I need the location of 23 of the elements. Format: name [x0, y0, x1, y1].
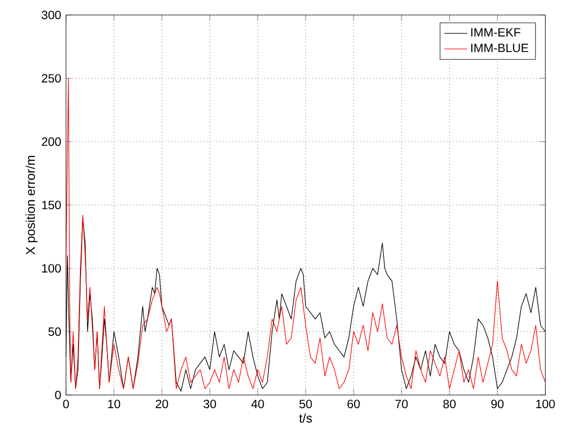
- y-axis-title: X position error/m: [26, 156, 38, 255]
- x-tick-label: 70: [395, 400, 408, 408]
- y-tick-label: 100: [42, 264, 61, 273]
- legend-label: IMM-EKF: [471, 28, 520, 36]
- x-tick-label: 100: [536, 400, 555, 408]
- y-tick-label: 300: [42, 10, 61, 20]
- x-tick-label: 20: [156, 400, 168, 408]
- x-tick-label: 10: [108, 400, 120, 408]
- x-tick-label: 40: [251, 400, 264, 408]
- y-tick-label: 250: [42, 74, 61, 83]
- y-tick-label: 0: [55, 390, 61, 400]
- legend-label: IMM-BLUE: [471, 44, 528, 52]
- x-tick-label: 60: [348, 400, 360, 408]
- y-tick-label: 50: [48, 327, 61, 336]
- x-tick-label: 30: [204, 400, 216, 408]
- line-series: [66, 78, 546, 389]
- y-tick-label: 150: [42, 200, 61, 210]
- x-tick-label: 90: [491, 400, 504, 408]
- x-tick-label: 80: [443, 400, 456, 408]
- x-tick-label: 0: [63, 400, 69, 408]
- y-tick-label: 200: [42, 137, 61, 146]
- x-axis-title: t/s: [299, 413, 312, 423]
- x-tick-label: 50: [299, 400, 312, 408]
